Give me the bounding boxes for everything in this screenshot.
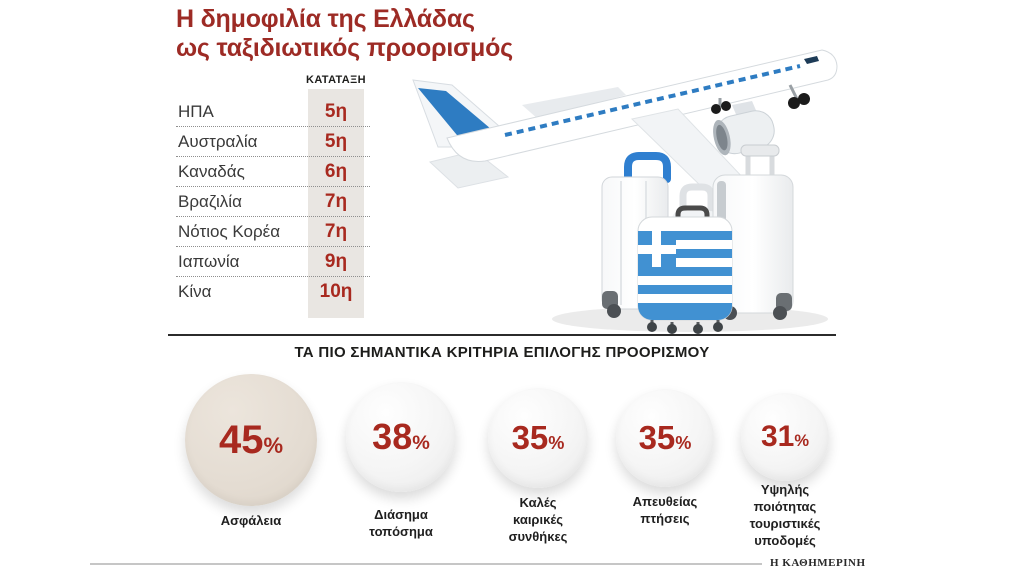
- criteria-label: Υψηλής ποιότητας τουριστικές υποδομές: [749, 482, 821, 548]
- country-label: ΗΠΑ: [178, 101, 214, 121]
- criteria-item-direct-flights: 35% Απευθείας πτήσεις: [616, 389, 714, 526]
- rank-value: 10η: [319, 281, 353, 302]
- percent-sign: %: [548, 433, 565, 453]
- airplane-luggage-illustration: [412, 49, 838, 334]
- table-row: Κίνα 10η: [176, 277, 370, 307]
- criteria-circle: 38%: [346, 382, 456, 492]
- rank-value: 6η: [324, 160, 348, 182]
- percent-sign: %: [412, 432, 430, 454]
- ranking-column-header: ΚΑΤΑΤΑΞΗ: [306, 74, 366, 86]
- greek-flag-icon: [638, 231, 732, 320]
- country-label: Αυστραλία: [178, 131, 258, 151]
- ranking-column-band: [308, 89, 364, 318]
- criteria-label: Ασφάλεια: [220, 513, 282, 528]
- country-label: Ιαπωνία: [178, 251, 240, 271]
- country-label: Καναδάς: [178, 161, 245, 181]
- criteria-heading: ΤΑ ΠΙΟ ΣΗΜΑΝΤΙΚΑ ΚΡΙΤΗΡΙΑ ΕΠΙΛΟΓΗΣ ΠΡΟΟΡ…: [294, 344, 710, 361]
- ranking-table: ΗΠΑ 5η Αυστραλία 5η Καναδάς 6η Βραζιλία …: [176, 97, 370, 307]
- airplane-icon: [412, 49, 838, 192]
- case-handle: [675, 205, 710, 218]
- percent-value: 45%: [218, 417, 284, 462]
- percent-value: 35%: [511, 419, 565, 456]
- percent-sign: %: [263, 432, 284, 458]
- percent-value: 35%: [638, 419, 692, 456]
- criteria-item-safety: 45% Ασφάλεια: [185, 374, 317, 528]
- page-title: Η δημοφιλία της Ελλάδας ως ταξιδιωτικός …: [176, 5, 513, 63]
- criteria-item-weather: 35% Καλές καιρικές συνθήκες: [488, 388, 588, 544]
- country-label: Νότιος Κορέα: [178, 221, 281, 241]
- criteria-circle: 45%: [185, 374, 317, 506]
- table-row: ΗΠΑ 5η: [176, 97, 370, 127]
- percent-value: 38%: [372, 416, 430, 457]
- criteria-circle: 35%: [488, 388, 588, 488]
- source-credit: Η ΚΑΘΗΜΕΡΙΝΗ: [770, 557, 866, 569]
- table-row: Ιαπωνία 9η: [176, 247, 370, 277]
- criteria-label: Διάσημα τοπόσημα: [369, 507, 433, 539]
- criteria-label: Καλές καιρικές συνθήκες: [508, 495, 568, 544]
- percent-sign: %: [675, 433, 692, 453]
- percent-sign: %: [794, 432, 810, 450]
- criteria-label: Απευθείας πτήσεις: [632, 494, 698, 526]
- table-row: Αυστραλία 5η: [176, 127, 370, 157]
- rank-value: 9η: [324, 250, 348, 272]
- table-row: Βραζιλία 7η: [176, 187, 370, 217]
- section-divider: [168, 334, 836, 336]
- criteria-item-landmarks: 38% Διάσημα τοπόσημα: [346, 382, 456, 539]
- rank-value: 5η: [324, 130, 348, 152]
- criteria-circle: 35%: [616, 389, 714, 487]
- table-row: Καναδάς 6η: [176, 157, 370, 187]
- luggage-icon: [601, 144, 794, 334]
- rank-value: 7η: [324, 190, 348, 212]
- table-row: Νότιος Κορέα 7η: [176, 217, 370, 247]
- percent-value: 31%: [760, 420, 810, 453]
- rank-value: 5η: [324, 100, 348, 122]
- country-label: Κίνα: [178, 282, 212, 301]
- criteria-item-infrastructure: 31% Υψηλής ποιότητας τουριστικές υποδομέ…: [741, 393, 829, 548]
- footer-rule: [90, 563, 762, 565]
- rank-value: 7η: [324, 220, 348, 242]
- criteria-circle: 31%: [741, 393, 829, 481]
- blue-handle: [624, 152, 671, 183]
- page-title-line2: ως ταξιδιωτικός προορισμός: [176, 34, 513, 62]
- country-label: Βραζιλία: [178, 191, 242, 211]
- page-title-line1: Η δημοφιλία της Ελλάδας: [176, 5, 475, 33]
